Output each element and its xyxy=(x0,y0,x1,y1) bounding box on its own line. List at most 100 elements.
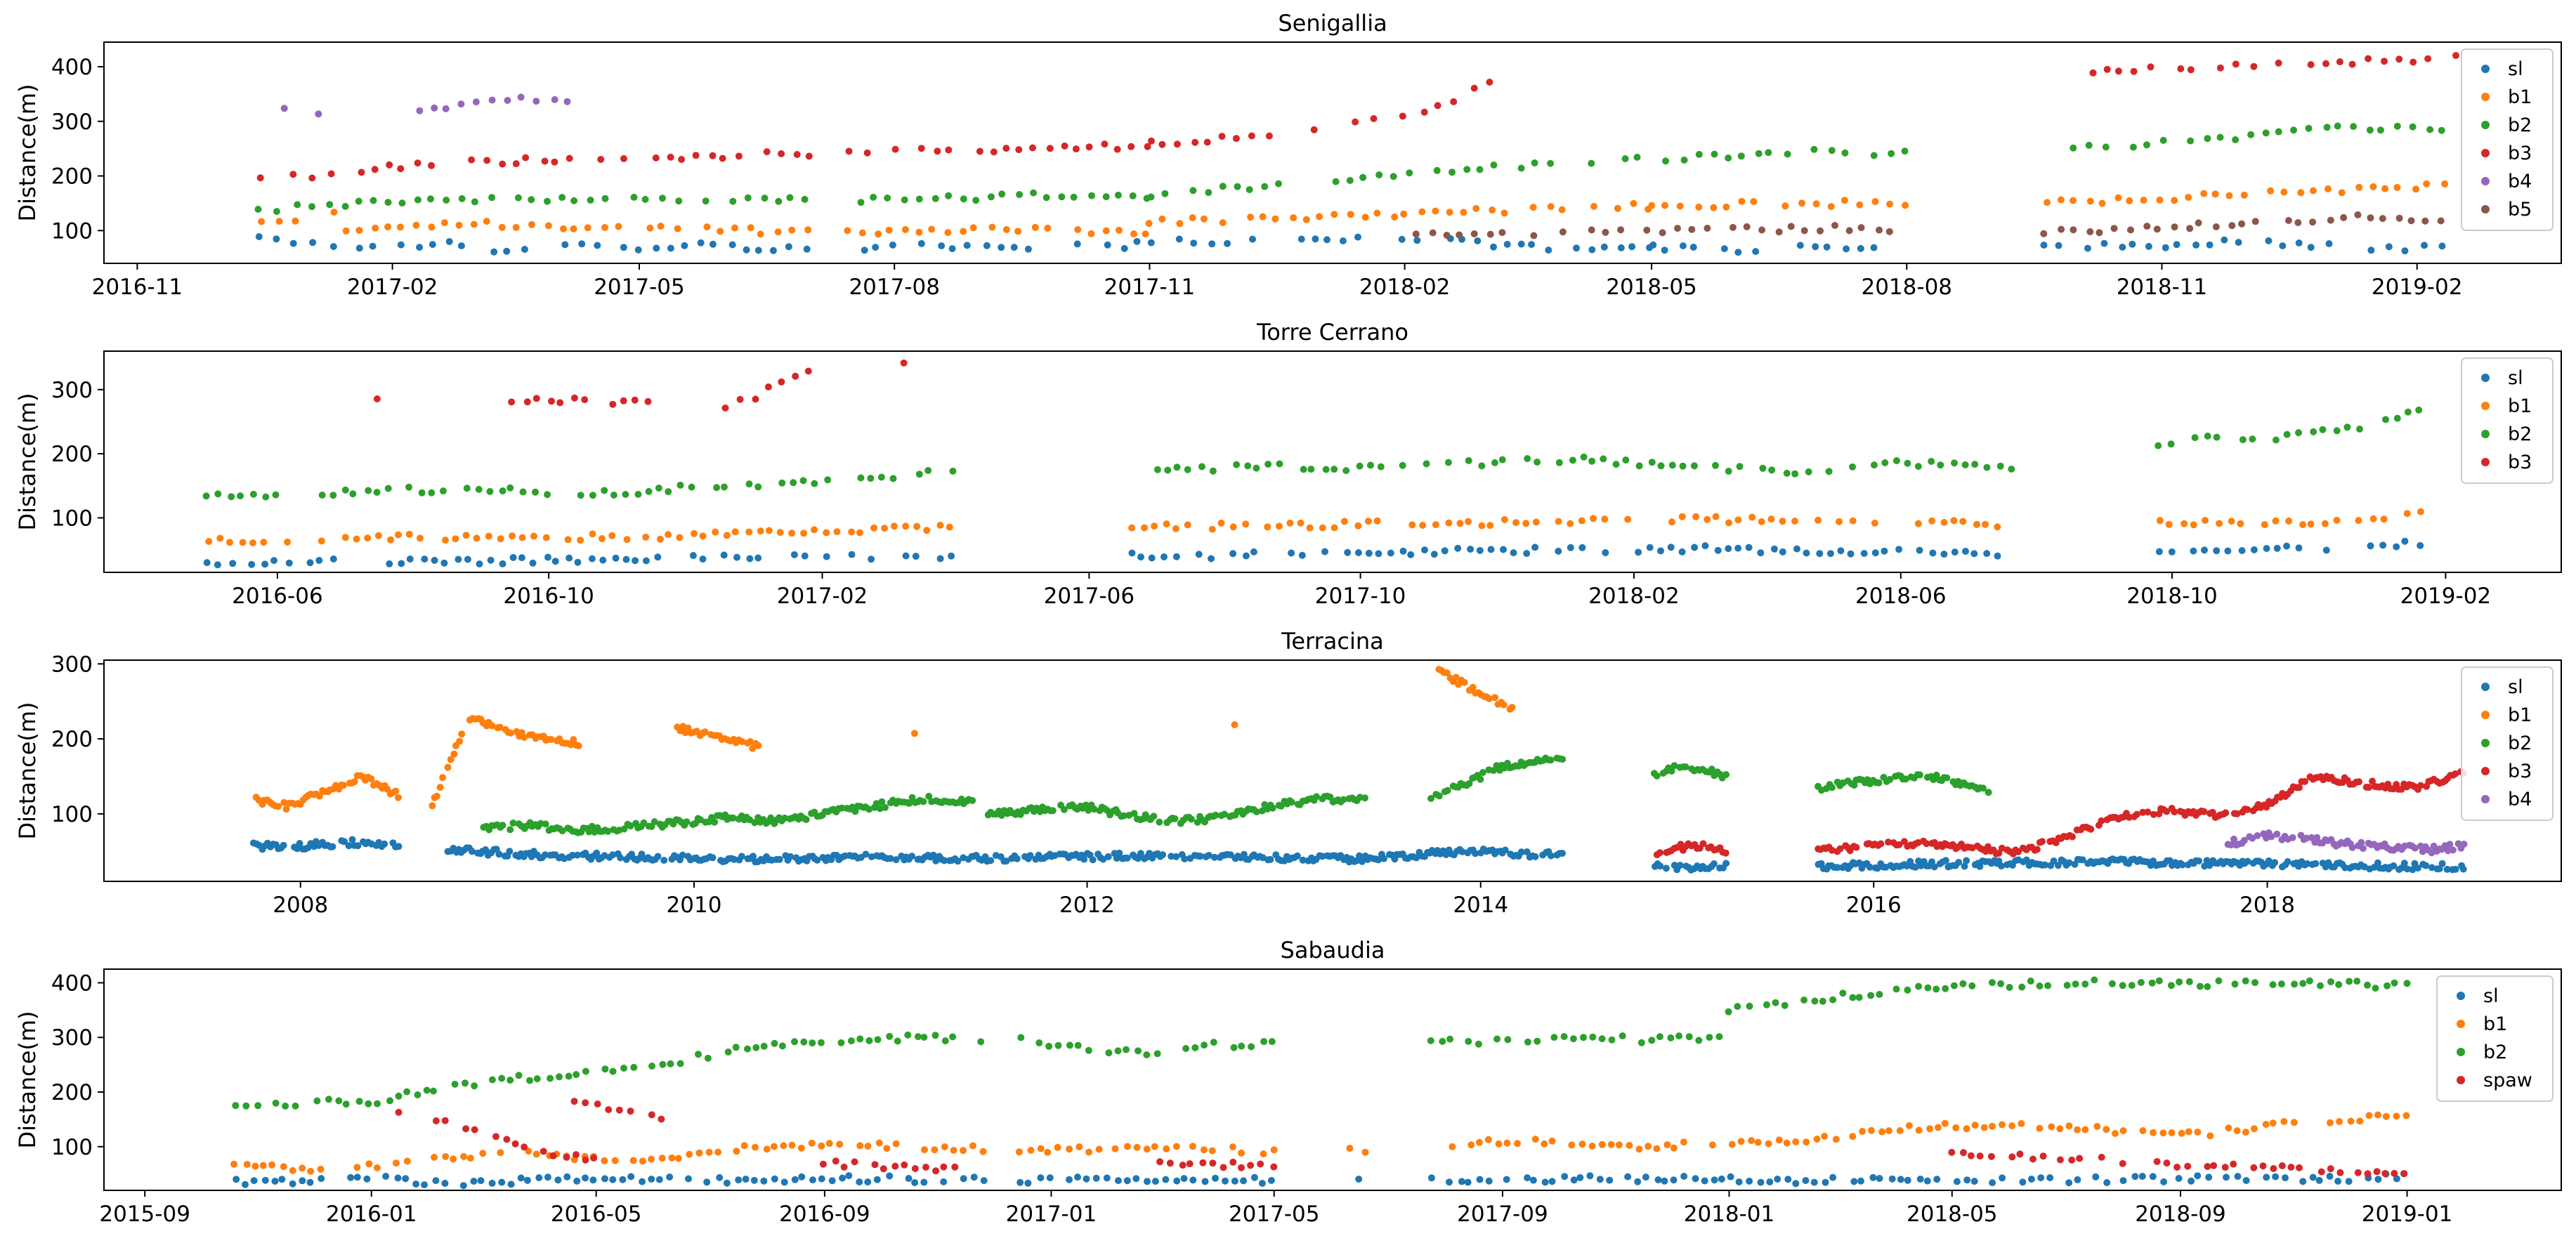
point-b2 xyxy=(1619,1032,1626,1039)
point-sl xyxy=(1399,547,1407,555)
point-b1 xyxy=(284,538,292,546)
point-b3 xyxy=(1852,843,1860,851)
point-b2 xyxy=(802,816,810,823)
point-sl xyxy=(1654,1176,1662,1183)
point-sl xyxy=(1037,1174,1045,1182)
y-tick-label: 200 xyxy=(51,1080,93,1105)
point-sl xyxy=(1837,547,1845,555)
point-sl xyxy=(1458,848,1466,855)
point-b1 xyxy=(1074,226,1082,233)
point-b5 xyxy=(1412,230,1420,238)
point-sl xyxy=(1398,235,1406,243)
point-b2 xyxy=(1465,1037,1472,1045)
point-b1 xyxy=(339,782,347,789)
point-b2 xyxy=(214,490,222,498)
point-b1 xyxy=(1200,215,1208,223)
point-b1 xyxy=(2098,199,2106,207)
point-b1 xyxy=(1452,673,1460,681)
point-b1 xyxy=(1738,197,1746,205)
legend-marker-b2 xyxy=(2481,430,2490,438)
point-b2 xyxy=(760,1042,768,1050)
point-b1 xyxy=(1133,1143,1141,1151)
legend-marker-b2 xyxy=(2457,1048,2465,1056)
point-sl xyxy=(769,246,777,254)
point-b3 xyxy=(1370,114,1378,122)
point-b2 xyxy=(499,487,506,494)
point-b2 xyxy=(1120,812,1127,820)
point-sl xyxy=(845,1172,853,1180)
point-sl xyxy=(594,242,601,249)
point-sl xyxy=(445,238,453,245)
point-b2 xyxy=(1017,1034,1025,1041)
point-b2 xyxy=(1759,464,1767,472)
point-b1 xyxy=(717,228,724,235)
point-b1 xyxy=(2336,1118,2343,1125)
point-b2 xyxy=(1983,464,1991,471)
point-b1 xyxy=(2228,518,2235,525)
point-b3 xyxy=(1434,102,1441,110)
point-b2 xyxy=(904,1031,912,1039)
point-b1 xyxy=(1928,517,1936,525)
point-b2 xyxy=(620,1065,627,1072)
point-sl xyxy=(2295,544,2303,552)
point-sl xyxy=(1796,242,1804,249)
point-spaw xyxy=(2391,1169,2398,1177)
point-b1 xyxy=(2140,197,2147,204)
point-b1 xyxy=(2423,180,2431,188)
point-b2 xyxy=(1060,806,1068,813)
point-sl xyxy=(1024,245,1032,253)
point-b1 xyxy=(1982,520,1989,528)
point-b5 xyxy=(2284,217,2292,224)
point-sl xyxy=(1869,1173,1877,1181)
legend-label-b2: b2 xyxy=(2483,1041,2507,1063)
point-b3 xyxy=(1352,118,1359,126)
point-b2 xyxy=(977,1038,985,1046)
point-b2 xyxy=(2204,135,2211,143)
point-sl xyxy=(1676,862,1684,869)
point-b1 xyxy=(455,221,463,229)
point-sl xyxy=(2401,537,2409,545)
point-b1 xyxy=(639,1157,646,1165)
point-b2 xyxy=(1648,1037,1656,1044)
point-sl xyxy=(2263,545,2270,552)
point-b1 xyxy=(2261,521,2268,528)
point-b1 xyxy=(374,532,382,539)
point-sl xyxy=(1002,857,1010,865)
point-b5 xyxy=(2327,216,2334,224)
point-b1 xyxy=(429,802,436,810)
point-b1 xyxy=(915,228,923,236)
point-b2 xyxy=(1399,461,1406,469)
point-sl xyxy=(509,553,517,561)
point-sl xyxy=(2175,1175,2183,1182)
point-sl xyxy=(2417,541,2424,549)
point-b1 xyxy=(608,532,616,539)
point-sl xyxy=(1904,1176,1911,1184)
point-spaw xyxy=(851,1158,858,1166)
point-b1 xyxy=(699,532,707,540)
point-b2 xyxy=(1915,982,1923,990)
point-b1 xyxy=(1270,1146,1278,1154)
point-sl xyxy=(1541,1178,1549,1186)
point-sl xyxy=(1850,1178,1858,1185)
point-b3 xyxy=(1191,138,1199,146)
point-b1 xyxy=(1905,1122,1913,1129)
point-b2 xyxy=(532,488,539,496)
point-b2 xyxy=(1427,795,1434,802)
point-sl xyxy=(861,246,868,254)
point-b1 xyxy=(1754,1138,1762,1146)
point-b4 xyxy=(2460,841,2468,848)
point-b1 xyxy=(712,528,719,536)
point-sl xyxy=(518,554,525,562)
point-b1 xyxy=(1568,1141,1576,1149)
point-b3 xyxy=(483,157,491,164)
point-sl xyxy=(2334,1178,2342,1185)
point-b2 xyxy=(1433,166,1441,174)
point-b1 xyxy=(1503,1139,1511,1147)
point-b2 xyxy=(2176,978,2183,986)
point-b3 xyxy=(2103,65,2111,73)
point-b2 xyxy=(1276,460,1283,468)
point-sl xyxy=(1046,1174,1054,1182)
point-b1 xyxy=(1668,518,1675,526)
point-sl xyxy=(347,1173,355,1181)
point-sl xyxy=(1162,1176,1170,1183)
